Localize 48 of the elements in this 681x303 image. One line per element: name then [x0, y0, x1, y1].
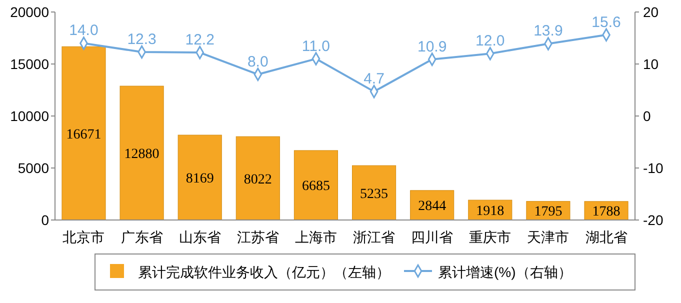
y2-tick-label: 20	[643, 4, 659, 20]
y-tick-label: 0	[41, 212, 50, 228]
data-label: 15.6	[592, 14, 621, 31]
bar	[120, 86, 164, 220]
x-tick-label: 湖北省	[585, 229, 628, 245]
bar	[352, 165, 396, 220]
data-label: 16671	[66, 127, 102, 142]
y-tick-label: 20000	[10, 4, 50, 20]
x-tick-label: 上海市	[294, 229, 337, 245]
y2-tick-label: 10	[643, 56, 659, 72]
data-label: 2844	[418, 199, 446, 214]
data-label: 11.0	[302, 38, 330, 55]
data-label: 1788	[592, 204, 620, 220]
x-tick-label: 浙江省	[353, 229, 396, 245]
x-tick-label: 四川省	[411, 229, 454, 245]
data-label: 4.7	[364, 70, 384, 88]
data-label: 12880	[124, 147, 160, 162]
y-tick-label: 10000	[10, 108, 50, 124]
data-label: 13.9	[534, 22, 563, 40]
x-tick-label: 广东省	[120, 229, 163, 245]
x-tick-label: 江苏省	[236, 229, 279, 245]
x-tick-label: 山东省	[178, 229, 221, 245]
y-tick-label: 15000	[10, 56, 50, 72]
data-label: 10.9	[417, 38, 447, 56]
data-label: 8.0	[247, 53, 268, 70]
data-label: 5235	[360, 186, 388, 202]
y-tick-label: 5000	[18, 160, 50, 176]
y2-tick-label: 0	[643, 108, 651, 124]
x-tick-label: 北京市	[62, 229, 105, 245]
data-label: 12.3	[127, 31, 156, 48]
data-label: 12.0	[476, 32, 505, 50]
data-label: 12.2	[185, 32, 214, 49]
data-label: 1795	[534, 204, 562, 220]
data-label: 8022	[244, 172, 272, 188]
bar	[62, 46, 106, 220]
x-tick-label: 天津市	[527, 229, 570, 245]
bar	[294, 150, 338, 220]
legend-label: 累计增速(%)（右轴）	[438, 264, 572, 280]
y2-tick-label: -20	[643, 212, 664, 228]
data-label: 6685	[302, 179, 330, 194]
bar	[236, 136, 280, 220]
data-label: 8169	[186, 172, 214, 187]
bar	[178, 134, 222, 220]
legend-label: 累计完成软件业务收入（亿元）（左轴）	[138, 264, 390, 280]
x-tick-label: 重庆市	[469, 229, 512, 245]
data-label: 14.0	[69, 22, 98, 40]
y2-tick-label: -10	[643, 160, 664, 176]
data-label: 1918	[476, 204, 504, 220]
